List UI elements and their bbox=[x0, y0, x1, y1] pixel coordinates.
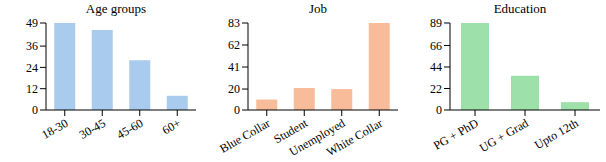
html-text:Education: Education bbox=[493, 1, 547, 16]
svg-text:83: 83 bbox=[228, 18, 240, 30]
svg-text:UG + Grad: UG + Grad bbox=[477, 116, 531, 155]
svg-text:20: 20 bbox=[228, 82, 240, 96]
svg-text:0: 0 bbox=[436, 103, 442, 117]
svg-text:Student: Student bbox=[271, 115, 310, 147]
svg-text:18-30: 18-30 bbox=[39, 116, 70, 142]
svg-text:45-60: 45-60 bbox=[114, 116, 145, 142]
svg-text:24: 24 bbox=[26, 61, 38, 75]
svg-text:Unemployed: Unemployed bbox=[286, 115, 348, 159]
svg-text:Upto 12th: Upto 12th bbox=[532, 116, 581, 152]
svg-text:60+: 60+ bbox=[160, 116, 183, 138]
svg-text:66: 66 bbox=[430, 39, 442, 53]
svg-text:44: 44 bbox=[430, 60, 442, 74]
svg-text:89: 89 bbox=[430, 18, 442, 30]
svg-text:22: 22 bbox=[430, 82, 442, 96]
svg-text:0: 0 bbox=[32, 103, 38, 117]
svg-text:0: 0 bbox=[234, 103, 240, 117]
html-text:Job: Job bbox=[309, 1, 327, 16]
html-text:Age groups: Age groups bbox=[85, 1, 147, 16]
svg-text:Blue Collar: Blue Collar bbox=[217, 116, 272, 156]
svg-text:30-45: 30-45 bbox=[77, 116, 108, 142]
svg-text:12: 12 bbox=[26, 82, 38, 96]
svg-text:41: 41 bbox=[228, 60, 240, 74]
svg-text:49: 49 bbox=[26, 18, 38, 30]
svg-text:PG + PhD: PG + PhD bbox=[431, 116, 481, 153]
svg-text:White Collar: White Collar bbox=[324, 116, 385, 159]
svg-text:36: 36 bbox=[26, 39, 38, 53]
svg-text:62: 62 bbox=[228, 38, 240, 52]
